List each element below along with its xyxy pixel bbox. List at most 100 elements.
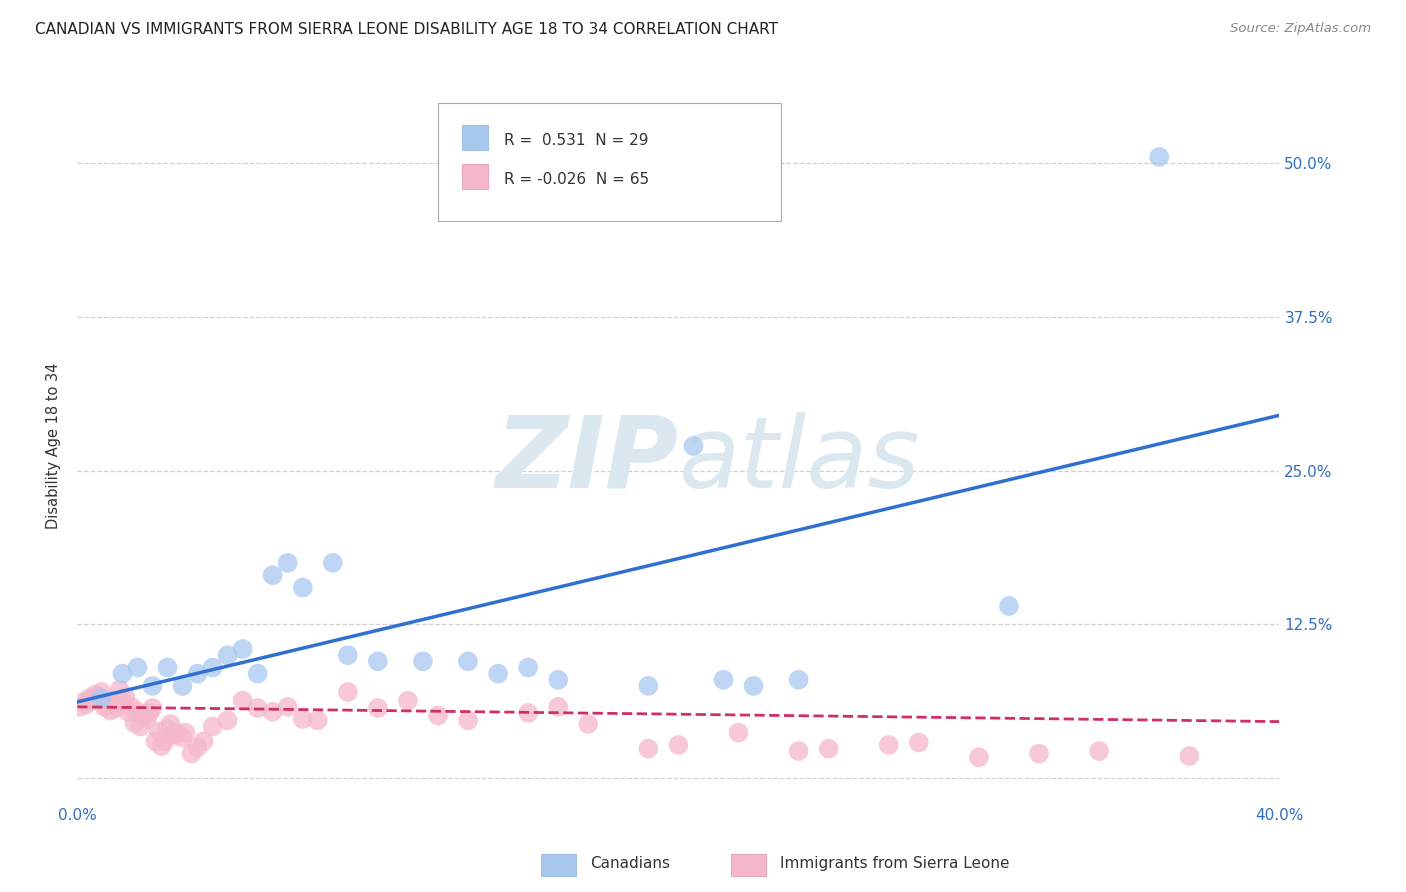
Point xyxy=(201,660,224,674)
Point xyxy=(93,699,115,714)
Point xyxy=(187,740,209,755)
Point xyxy=(457,714,479,728)
Point xyxy=(277,556,299,570)
Point xyxy=(114,690,136,704)
Point xyxy=(145,734,167,748)
Point xyxy=(108,682,131,697)
Point xyxy=(96,698,118,712)
Point xyxy=(132,709,155,723)
Text: Canadians: Canadians xyxy=(591,856,671,871)
Point xyxy=(159,717,181,731)
Point xyxy=(713,673,735,687)
Point xyxy=(787,673,810,687)
FancyBboxPatch shape xyxy=(439,103,780,221)
Point xyxy=(291,581,314,595)
Point xyxy=(336,685,359,699)
Point xyxy=(111,694,134,708)
Point xyxy=(138,706,160,720)
Point xyxy=(100,704,122,718)
Point xyxy=(75,698,97,712)
Point xyxy=(172,731,194,745)
Point xyxy=(727,725,749,739)
Point xyxy=(174,725,197,739)
Point xyxy=(277,699,299,714)
Point xyxy=(637,741,659,756)
Point xyxy=(682,439,704,453)
Point xyxy=(307,714,329,728)
Point xyxy=(457,654,479,668)
Point xyxy=(141,679,163,693)
Point xyxy=(742,679,765,693)
Point xyxy=(232,642,254,657)
Point xyxy=(412,654,434,668)
Point xyxy=(1178,749,1201,764)
Point xyxy=(72,695,94,709)
Point xyxy=(69,699,91,714)
Point xyxy=(166,725,188,739)
Y-axis label: Disability Age 18 to 34: Disability Age 18 to 34 xyxy=(46,363,62,529)
Text: Source: ZipAtlas.com: Source: ZipAtlas.com xyxy=(1230,22,1371,36)
Point xyxy=(291,712,314,726)
Point xyxy=(262,568,284,582)
Point xyxy=(217,648,239,662)
Point xyxy=(517,660,540,674)
Point xyxy=(262,705,284,719)
Point xyxy=(103,698,125,712)
Bar xyxy=(463,125,488,150)
Text: ZIP: ZIP xyxy=(495,412,679,508)
Point xyxy=(547,673,569,687)
Point xyxy=(787,744,810,758)
Point xyxy=(576,717,599,731)
Point xyxy=(877,738,900,752)
Text: R =  0.531  N = 29: R = 0.531 N = 29 xyxy=(505,133,648,148)
Point xyxy=(84,688,107,702)
Text: CANADIAN VS IMMIGRANTS FROM SIERRA LEONE DISABILITY AGE 18 TO 34 CORRELATION CHA: CANADIAN VS IMMIGRANTS FROM SIERRA LEONE… xyxy=(35,22,778,37)
Point xyxy=(150,739,173,754)
Point xyxy=(172,679,194,693)
Point xyxy=(135,712,157,726)
Bar xyxy=(463,164,488,189)
Point xyxy=(180,747,202,761)
Point xyxy=(153,734,176,748)
Point xyxy=(908,735,931,749)
Point xyxy=(111,666,134,681)
Point xyxy=(967,750,990,764)
Point xyxy=(396,694,419,708)
Point xyxy=(217,714,239,728)
Point xyxy=(127,660,149,674)
Point xyxy=(246,666,269,681)
Point xyxy=(124,715,146,730)
Point xyxy=(1028,747,1050,761)
Point xyxy=(1088,744,1111,758)
Point xyxy=(517,706,540,720)
Point xyxy=(486,666,509,681)
Point xyxy=(246,701,269,715)
Point xyxy=(90,691,112,706)
Point xyxy=(187,666,209,681)
Point xyxy=(427,708,450,723)
Point xyxy=(201,719,224,733)
Point xyxy=(547,699,569,714)
Point xyxy=(156,660,179,674)
Point xyxy=(817,741,839,756)
Point xyxy=(90,685,112,699)
Point xyxy=(105,701,128,715)
Point xyxy=(120,699,142,714)
Point xyxy=(998,599,1021,613)
Point xyxy=(79,691,101,706)
Point xyxy=(637,679,659,693)
Point xyxy=(162,728,184,742)
Point xyxy=(193,734,215,748)
Text: Immigrants from Sierra Leone: Immigrants from Sierra Leone xyxy=(780,856,1010,871)
Point xyxy=(117,705,139,719)
Point xyxy=(1149,150,1171,164)
Text: atlas: atlas xyxy=(679,412,920,508)
Point xyxy=(668,738,690,752)
Point xyxy=(82,694,104,708)
Point xyxy=(322,556,344,570)
Point xyxy=(87,690,110,704)
Point xyxy=(148,724,170,739)
Point xyxy=(367,654,389,668)
Point xyxy=(156,722,179,736)
Point xyxy=(232,694,254,708)
